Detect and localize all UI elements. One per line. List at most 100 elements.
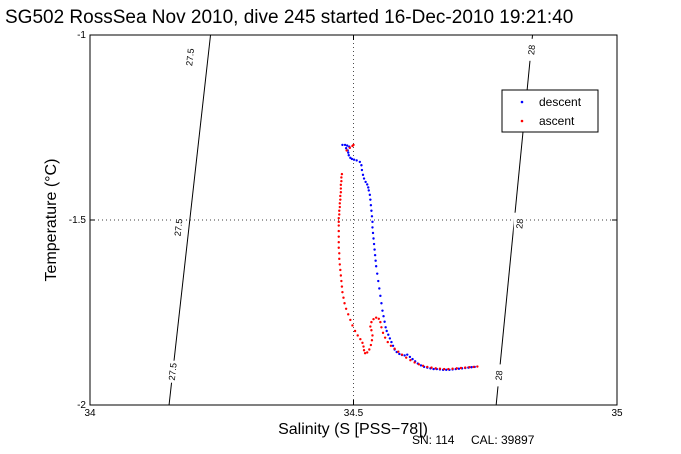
- descent-point: [371, 231, 375, 235]
- contour-label-bg: [492, 364, 505, 387]
- ascent-point: [339, 268, 342, 272]
- ascent-point: [338, 257, 341, 261]
- x-tick-label: 35: [611, 408, 623, 419]
- ascent-point: [393, 347, 396, 350]
- ascent-point: [337, 220, 340, 224]
- descent-point: [374, 259, 377, 262]
- descent-point: [360, 168, 364, 172]
- ascent-point: [363, 352, 367, 355]
- ascent-point: [362, 349, 366, 352]
- ascent-point: [400, 353, 404, 356]
- y-tick-label: -1: [77, 30, 86, 41]
- ascent-point: [359, 337, 362, 341]
- ascent-point: [379, 320, 382, 324]
- ascent-point: [338, 205, 341, 209]
- contour-label-bg: [172, 216, 185, 239]
- contour-label-bg: [184, 46, 197, 69]
- descent-point: [432, 367, 435, 371]
- descent-point: [372, 237, 375, 240]
- ascent-point: [381, 331, 385, 335]
- descent-point: [372, 242, 376, 246]
- ascent-point: [380, 326, 383, 329]
- ascent-point: [338, 213, 341, 216]
- descent-point: [373, 248, 376, 251]
- ascent-point: [339, 198, 342, 201]
- ascent-point: [369, 325, 372, 328]
- ascent-point: [341, 290, 344, 294]
- contour-label: 28: [526, 44, 537, 55]
- contour-label: 28: [493, 370, 504, 381]
- descent-point: [385, 329, 388, 333]
- contour-label-bg: [166, 360, 179, 383]
- ascent-point: [339, 191, 343, 194]
- ascent-point: [349, 318, 352, 322]
- descent-point: [381, 309, 384, 312]
- ascent-point: [338, 263, 341, 266]
- descent-point: [378, 287, 381, 290]
- ascent-point: [338, 202, 341, 205]
- y-tick-label: -1.5: [69, 215, 87, 226]
- descent-point: [384, 326, 387, 329]
- ascent-point: [374, 316, 378, 319]
- ascent-point: [397, 350, 400, 353]
- descent-point: [347, 154, 350, 157]
- descent-point: [369, 198, 372, 201]
- ascent-point: [389, 344, 393, 347]
- ascent-point: [344, 307, 348, 310]
- ascent-point: [339, 274, 343, 277]
- descent-point: [419, 364, 423, 367]
- ascent-point: [464, 366, 467, 369]
- ascent-point: [337, 246, 340, 249]
- descent-point: [408, 355, 412, 359]
- data-points: [337, 143, 479, 372]
- ascent-point: [338, 209, 341, 212]
- ascent-point: [353, 329, 357, 333]
- descent-point: [371, 226, 374, 229]
- descent-point: [361, 173, 365, 177]
- ascent-point: [372, 317, 375, 321]
- ascent-point: [438, 367, 442, 370]
- ascent-point: [351, 144, 354, 148]
- ascent-point: [340, 176, 343, 179]
- x-tick-labels: 34 34.5 35: [84, 408, 623, 419]
- ascent-point: [338, 252, 341, 255]
- ascent-point: [340, 279, 343, 283]
- descent-point: [371, 220, 374, 224]
- descent-point: [370, 215, 374, 218]
- descent-point: [411, 357, 414, 361]
- ascent-point: [383, 336, 387, 339]
- ascent-point: [339, 194, 342, 198]
- descent-point: [377, 279, 380, 283]
- contour-label: 27.5: [184, 48, 196, 67]
- ascent-point: [362, 345, 365, 348]
- ascent-point: [348, 146, 352, 150]
- descent-point: [343, 143, 347, 147]
- ascent-point: [405, 356, 408, 359]
- ascent-point: [370, 329, 373, 332]
- descent-point: [350, 157, 354, 161]
- descent-point: [364, 180, 367, 184]
- descent-point: [388, 337, 392, 340]
- ascent-point: [337, 216, 340, 220]
- ascent-point: [339, 187, 343, 190]
- descent-point: [383, 320, 386, 323]
- ascent-point: [476, 365, 479, 368]
- descent-point: [406, 353, 409, 356]
- ascent-point: [472, 365, 475, 369]
- ascent-point: [361, 341, 364, 345]
- descent-point: [398, 352, 401, 356]
- grid-lines: [90, 35, 617, 405]
- ascent-point: [370, 320, 373, 324]
- descent-point: [341, 143, 344, 147]
- legend-label-ascent: ascent: [539, 114, 575, 128]
- descent-point: [362, 177, 366, 180]
- ascent-point: [342, 296, 345, 299]
- axis-ticks: [89, 34, 618, 406]
- descent-point: [376, 272, 379, 275]
- contour-label: 27.5: [173, 218, 185, 237]
- ascent-point: [337, 241, 340, 244]
- descent-point: [367, 186, 370, 189]
- ascent-point: [345, 149, 348, 152]
- y-tick-labels: -1 -1.5 -2: [69, 30, 87, 411]
